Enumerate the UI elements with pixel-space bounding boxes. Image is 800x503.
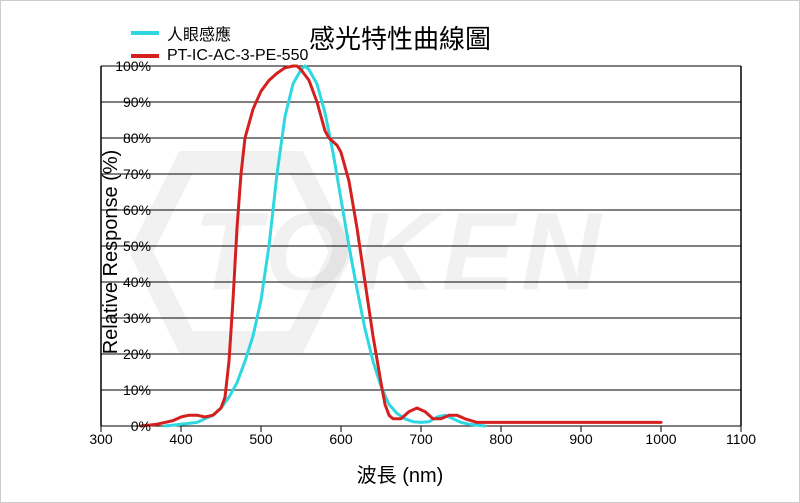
y-tick-label: 50% <box>103 238 151 254</box>
x-tick-label: 500 <box>249 431 272 447</box>
x-tick-label: 800 <box>489 431 512 447</box>
y-tick-label: 60% <box>103 202 151 218</box>
y-tick-label: 80% <box>103 130 151 146</box>
legend-label-0: 人眼感應 <box>167 21 231 45</box>
y-tick-label: 30% <box>103 310 151 326</box>
legend-swatch-0 <box>131 31 159 35</box>
x-tick-label: 1000 <box>645 431 676 447</box>
plot-area <box>101 66 741 426</box>
x-tick-label: 700 <box>409 431 432 447</box>
x-tick-label: 1100 <box>726 431 756 447</box>
x-tick-label: 300 <box>89 431 112 447</box>
y-tick-label: 10% <box>103 382 151 398</box>
y-tick-label: 70% <box>103 166 151 182</box>
legend-item-0: 人眼感應 <box>131 21 308 45</box>
y-tick-label: 20% <box>103 346 151 362</box>
legend-item-1: PT-IC-AC-3-PE-550 <box>131 47 308 65</box>
chart-title: 感光特性曲線圖 <box>1 19 799 56</box>
x-tick-label: 900 <box>569 431 592 447</box>
x-axis-label: 波長 (nm) <box>1 459 799 488</box>
y-tick-label: 90% <box>103 94 151 110</box>
x-tick-label: 600 <box>329 431 352 447</box>
legend: 人眼感應 PT-IC-AC-3-PE-550 <box>131 21 308 67</box>
chart-frame: TOKEN 感光特性曲線圖 Relative Response (%) 波長 (… <box>0 0 800 503</box>
y-tick-label: 40% <box>103 274 151 290</box>
x-tick-label: 400 <box>169 431 192 447</box>
plot-svg <box>101 66 741 426</box>
legend-label-1: PT-IC-AC-3-PE-550 <box>167 47 308 65</box>
y-tick-label: 100% <box>103 58 151 74</box>
